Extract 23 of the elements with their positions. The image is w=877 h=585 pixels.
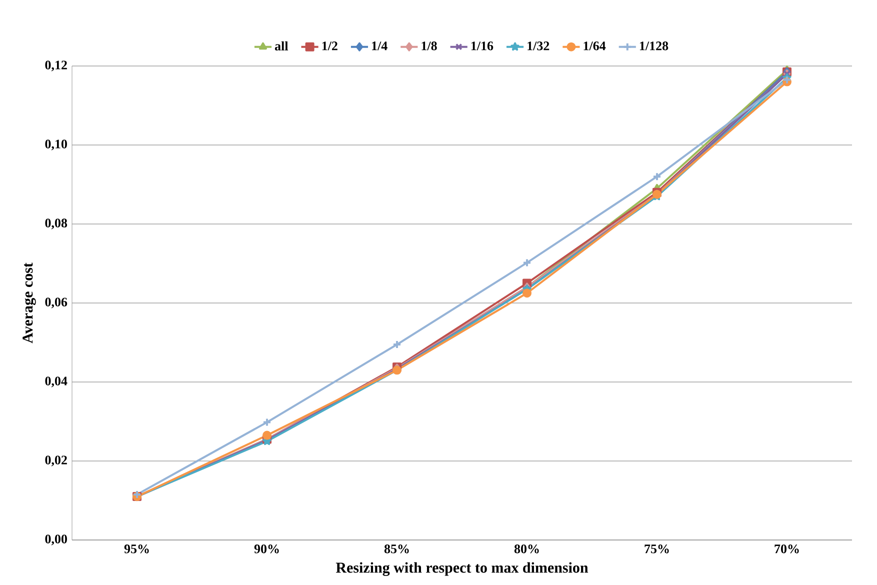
legend-label: 1/128 [640, 42, 668, 50]
y-tick-label: 0,06 [45, 298, 68, 308]
y-tick-label: 0,12 [45, 60, 67, 72]
x-tick-label: 80% [514, 544, 539, 554]
legend-label: 1/32 [528, 42, 550, 50]
x-tick-label: 95% [124, 544, 149, 554]
y-tick-label: 0,02 [45, 456, 67, 466]
legend-label: 1/64 [584, 42, 606, 50]
legend-label: 1/8 [422, 42, 437, 50]
y-tick-label: 0,04 [45, 376, 68, 388]
y-tick-label: 0,10 [45, 140, 67, 150]
x-tick-label: 70% [774, 544, 799, 554]
legend-label: 1/4 [372, 42, 388, 50]
y-tick-label: 0,08 [45, 218, 68, 230]
legend-label: all [274, 41, 288, 50]
x-tick-label: 85% [384, 544, 409, 554]
y-axis-title: Average cost [22, 262, 36, 344]
x-axis-title: Resizing with respect to max dimension [336, 562, 588, 576]
y-tick-label: 0,00 [45, 534, 67, 546]
legend-label: 1/2 [322, 42, 338, 50]
legend-label: 1/16 [471, 42, 494, 50]
x-tick-label: 90% [254, 544, 279, 554]
x-tick-label: 75% [644, 544, 669, 554]
